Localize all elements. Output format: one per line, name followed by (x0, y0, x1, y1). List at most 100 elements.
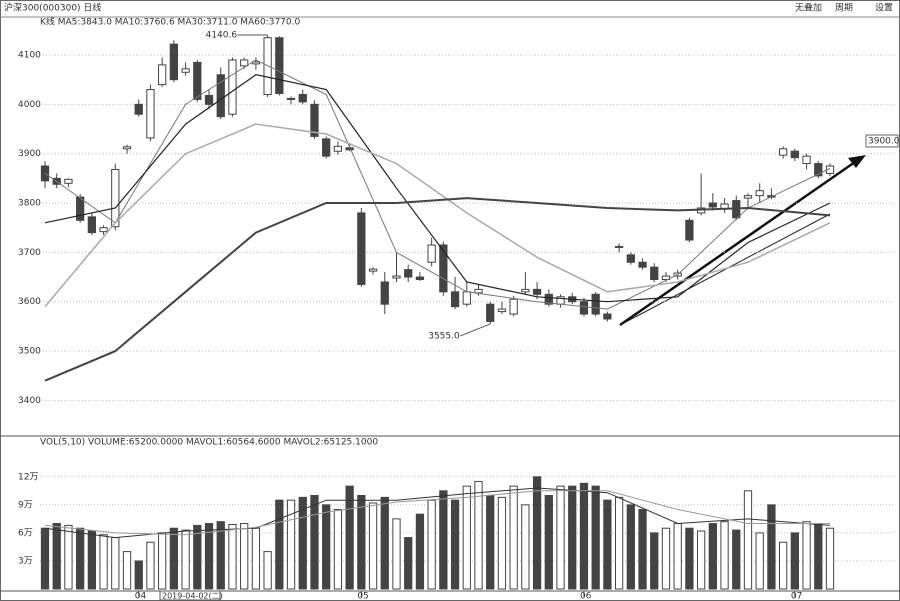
y-tick-label: 3800 (18, 199, 41, 209)
volume-tick-label: 6万 (18, 528, 33, 538)
candle-body (415, 276, 425, 281)
candle-body (591, 293, 600, 315)
candle-body (99, 227, 108, 233)
candle-body (755, 190, 764, 197)
indicator-header: K线 MA5:3843.0 MA10:3760.6 MA30:3711.0 MA… (40, 16, 300, 28)
candle-body (802, 155, 811, 165)
candle-body (181, 68, 190, 73)
right-label-box (865, 134, 899, 148)
volume-bar (591, 485, 600, 590)
volume-bar (544, 494, 553, 590)
volume-bar (638, 509, 647, 590)
volume-bar (825, 527, 835, 590)
candle-body (650, 266, 659, 281)
volume-bar (743, 490, 753, 590)
candle-body (64, 178, 73, 184)
volume-bar (474, 480, 483, 590)
cursor-label: 2019-04-02(二) (162, 592, 223, 601)
volume-bar (755, 532, 764, 590)
candle-body (298, 93, 307, 103)
candle-body (134, 103, 143, 115)
toolbar-button[interactable]: 无叠加 (795, 3, 822, 14)
volume-bar (415, 513, 425, 590)
candle-body (626, 254, 635, 263)
volume-bar (486, 494, 495, 590)
candle-body (204, 94, 214, 105)
candle-body (497, 308, 507, 313)
cursor-box (159, 590, 221, 601)
volume-bar (509, 485, 518, 590)
volume-bar (357, 494, 366, 590)
candle-body (193, 61, 202, 100)
candle-body (169, 43, 179, 81)
candle-body (462, 291, 471, 305)
volume-bar (111, 537, 120, 590)
volume-bar (779, 541, 788, 590)
candle-body (322, 138, 331, 157)
candle-body (814, 163, 823, 177)
ma-line (44, 59, 831, 310)
candle-body (111, 168, 120, 228)
volume-bar (87, 530, 96, 590)
volume-bar (333, 509, 343, 590)
candle-body (708, 202, 717, 208)
volume-bar (310, 494, 319, 590)
y-tick-label: 3600 (18, 297, 41, 307)
volume-bar (392, 518, 401, 590)
volume-bar (181, 529, 190, 590)
candle-body (450, 291, 460, 308)
candle-body (76, 196, 85, 221)
volume-tick-label: 3万 (18, 556, 33, 566)
candle-body (392, 275, 401, 279)
volume-bar (450, 499, 460, 590)
volume-bar (193, 524, 202, 590)
volume-bar (122, 551, 132, 590)
volume-bar (568, 485, 577, 590)
candle-body (357, 212, 366, 285)
candle-body (685, 219, 694, 241)
candle-body (486, 303, 495, 322)
volume-bar (427, 499, 436, 590)
volume-bar (99, 534, 108, 590)
volume-bar (732, 529, 741, 590)
candle-body (439, 244, 448, 293)
volume-bar (497, 496, 507, 590)
volume-bar (439, 490, 448, 590)
right-label: 3900.0 (868, 137, 900, 147)
ma-line (44, 123, 831, 308)
y-tick-label: 3900 (18, 149, 41, 159)
x-tick-label: 06 (580, 592, 592, 601)
y-tick-label: 3700 (18, 248, 41, 258)
candle-body (146, 89, 155, 139)
candle-body (638, 261, 647, 268)
candle-body (251, 61, 261, 65)
volume-bar (169, 527, 179, 590)
y-tick-label: 4000 (18, 100, 41, 110)
arrow-head (848, 155, 866, 168)
volume-bar (650, 532, 659, 590)
volume-bar (146, 541, 155, 590)
volume-bar (263, 551, 272, 590)
toolbar-button[interactable]: 设置 (875, 3, 893, 14)
x-tick-label: 04 (135, 592, 147, 601)
volume-bar (298, 496, 307, 590)
candle-body (380, 281, 389, 305)
toolbar-button[interactable]: 周期 (835, 3, 853, 14)
volume-bar (40, 527, 50, 590)
candle-body (216, 74, 225, 118)
volume-bar (204, 523, 214, 590)
volume-header: VOL(5,10) VOLUME:65200.0000 MAVOL1:60564… (40, 438, 378, 448)
volume-bar (532, 476, 542, 590)
candle-body (368, 268, 378, 272)
candle-body (603, 313, 612, 320)
volume-bar (380, 496, 389, 590)
volume-bar (345, 485, 354, 590)
volume-ma-line (44, 487, 831, 539)
x-tick-label: 05 (357, 592, 368, 601)
volume-bar (64, 524, 73, 590)
chart-title: 沪深300(000300) 日线 (4, 2, 101, 14)
candle-body (474, 288, 483, 294)
candle-body (427, 244, 436, 263)
annotation: 3555.0 (428, 331, 460, 341)
